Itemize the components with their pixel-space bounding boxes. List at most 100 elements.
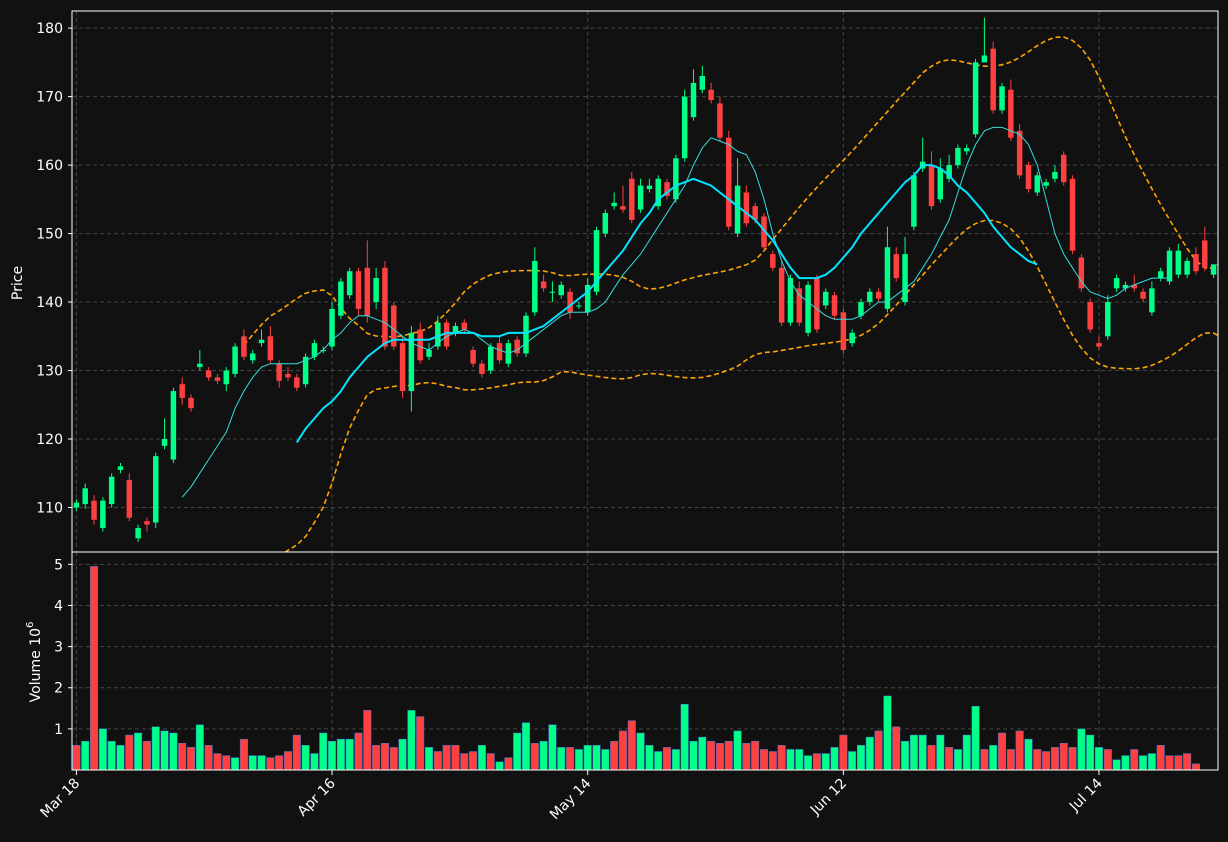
volume-bar [266, 757, 275, 771]
volume-bar [804, 755, 813, 771]
volume-bar [971, 705, 980, 771]
candle-body [937, 168, 944, 200]
candle-body [726, 137, 732, 227]
candle-body [602, 213, 609, 234]
candle-body [338, 281, 344, 316]
candle-body [443, 322, 450, 347]
candle-body [584, 284, 591, 313]
price-tick-label: 140 [36, 295, 63, 311]
volume-bar [821, 753, 830, 771]
candle-body [734, 185, 741, 234]
candle-body [232, 346, 238, 374]
volume-bar [407, 710, 416, 771]
volume-bar [962, 734, 971, 771]
volume-bar [477, 745, 486, 771]
volume-bar [663, 747, 672, 771]
candle-body [884, 247, 891, 309]
candle-body [241, 336, 247, 357]
candle-body [540, 281, 547, 289]
candle-body [1052, 171, 1058, 179]
volume-bar [1024, 738, 1033, 771]
candle-body [849, 332, 855, 344]
candle-body [1060, 154, 1067, 183]
candle-body [364, 267, 371, 316]
candle-body [990, 48, 996, 111]
candle-body [285, 373, 291, 378]
volume-grid [72, 552, 1218, 770]
candle-body [655, 178, 661, 207]
volume-bar [257, 755, 266, 771]
volume-bar [874, 730, 883, 771]
candle-body [787, 278, 794, 323]
lower-band-line [284, 219, 1218, 552]
candle-body [329, 308, 335, 347]
volume-bar [760, 749, 769, 771]
candle-body [549, 291, 556, 293]
volume-bar [909, 734, 918, 771]
candle-body [1008, 89, 1014, 138]
candle-body [893, 254, 899, 279]
candle-body [770, 254, 776, 268]
candle-body [311, 343, 318, 357]
volume-bar [848, 751, 857, 771]
candle-body [902, 254, 908, 303]
candle-body [999, 86, 1005, 111]
candle-body [717, 103, 723, 138]
candle-body [1122, 284, 1129, 289]
candle-body [302, 356, 309, 385]
candle-body [611, 202, 617, 207]
volume-bar [433, 751, 442, 771]
price-tick-label: 130 [36, 364, 63, 380]
candle-body [108, 476, 115, 505]
volume-bar [883, 695, 892, 771]
candle-body [1105, 302, 1111, 337]
volume-bar [354, 732, 363, 771]
candle-body [346, 271, 353, 296]
volume-bar [574, 749, 583, 771]
volume-bar [927, 745, 936, 771]
volume-bar [1174, 755, 1183, 771]
volume-bar [336, 738, 345, 771]
candle-body [593, 230, 600, 292]
candle-body [91, 500, 97, 520]
volume-bar [680, 703, 689, 771]
candle-body [1202, 240, 1208, 268]
candle-body [1175, 250, 1182, 275]
volume-bar [213, 753, 222, 771]
volume-bar [733, 730, 742, 771]
candle-body [681, 96, 688, 159]
price-tick-label: 170 [36, 90, 63, 106]
candle-body [382, 267, 388, 347]
volume-bar [169, 732, 178, 771]
candle-body [796, 288, 803, 323]
candle-body [1043, 182, 1049, 186]
volume-tick-label: 1 [54, 722, 63, 738]
volume-bar [125, 734, 134, 771]
price-tick-label: 160 [36, 158, 63, 174]
volume-bar [689, 740, 698, 771]
volume-y-ticks: 1 2 3 4 5 [54, 557, 72, 738]
volume-tick-label: 4 [54, 598, 63, 614]
price-tick-label: 110 [36, 500, 63, 516]
candle-body [1069, 178, 1076, 251]
candle-body [514, 339, 520, 354]
volume-bar [319, 732, 328, 771]
volume-bar [72, 745, 81, 771]
volume-bar [469, 751, 478, 771]
candle-body [294, 377, 300, 388]
candle-body [532, 260, 538, 313]
candle-body [673, 158, 679, 200]
volume-bar [539, 740, 548, 771]
volume-tick-label: 3 [54, 640, 63, 656]
volume-panel-frame [71, 551, 1219, 771]
candle-body [223, 370, 230, 385]
volume-bar [275, 755, 284, 771]
volume-bar [195, 724, 204, 771]
candle-body [523, 315, 529, 354]
candle-body [408, 332, 415, 392]
volume-bar [865, 736, 874, 771]
candle-body [479, 363, 485, 374]
volume-bar [1121, 755, 1130, 771]
volume-bar [1147, 753, 1156, 771]
candle-body [144, 521, 150, 525]
